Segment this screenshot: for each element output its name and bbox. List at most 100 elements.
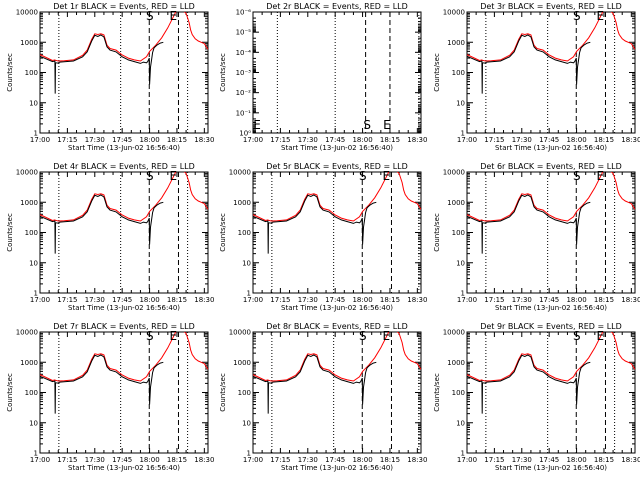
- y-tick-label: 10: [29, 419, 38, 427]
- x-tick-label: 18:15: [167, 136, 187, 144]
- plot-frame: [252, 11, 422, 134]
- x-tick-label: 17:00: [30, 296, 50, 304]
- panel-det-5r: Det 5r BLACK = Events, RED = LLD 1 10 100 10…: [219, 162, 427, 312]
- x-tick-label: 17:45: [325, 136, 345, 144]
- flare-start-marker: S: [146, 9, 154, 23]
- series-group: [40, 12, 208, 94]
- panel-det-3r: Det 3r BLACK = Events, RED = LLD 1 10 100 10…: [433, 2, 640, 152]
- x-axis-label: Start Time (13-Jun-02 16:56:40): [281, 304, 393, 312]
- y-tick-label: 10000: [16, 169, 38, 177]
- x-axis-label: Start Time (13-Jun-02 16:56:40): [68, 464, 180, 472]
- y-tick-label: 10⁻¹: [236, 109, 252, 117]
- panel-title: Det 3r BLACK = Events, RED = LLD: [480, 2, 622, 11]
- x-tick-label: 17:00: [243, 136, 263, 144]
- x-tick-label: 18:30: [194, 136, 214, 144]
- x-tick-label: 18:30: [194, 456, 214, 464]
- panel-title: Det 1r BLACK = Events, RED = LLD: [53, 2, 195, 11]
- panel-title: Det 5r BLACK = Events, RED = LLD: [266, 162, 408, 171]
- y-tick-label: 1000: [20, 39, 38, 47]
- y-tick-label: 10⁻²: [236, 89, 252, 97]
- x-tick-label: 17:00: [457, 136, 477, 144]
- y-axis-label: Counts/sec: [219, 213, 227, 252]
- x-tick-label: 18:30: [407, 296, 427, 304]
- x-tick-label: 17:45: [539, 136, 559, 144]
- y-tick-label: 100: [238, 389, 251, 397]
- x-tick-label: 18:15: [594, 456, 614, 464]
- series-line-events: [40, 194, 164, 254]
- y-tick-label: 10: [242, 419, 251, 427]
- x-tick-label: 17:45: [112, 456, 132, 464]
- plot-frame: [39, 331, 209, 454]
- y-tick-label: 1: [247, 450, 251, 458]
- series-group: [467, 332, 635, 414]
- x-tick-label: 18:00: [139, 136, 159, 144]
- plot-frame: [252, 171, 422, 294]
- plot-frame: [466, 11, 636, 134]
- x-tick-label: 18:00: [352, 456, 372, 464]
- flare-end-marker: E: [170, 329, 178, 343]
- x-axis-label: Start Time (13-Jun-02 16:56:40): [68, 144, 180, 152]
- plot-frame: [39, 171, 209, 294]
- x-tick-label: 18:00: [566, 296, 586, 304]
- flare-end-marker: E: [170, 9, 178, 23]
- flare-end-marker: E: [253, 118, 261, 132]
- y-tick-label: 100: [452, 69, 465, 77]
- x-tick-label: 17:00: [457, 296, 477, 304]
- x-axis-label: Start Time (13-Jun-02 16:56:40): [495, 304, 607, 312]
- y-tick-label: 1000: [233, 359, 251, 367]
- y-tick-label: 1000: [447, 39, 465, 47]
- y-tick-label: 1: [461, 130, 465, 138]
- x-tick-label: 17:45: [112, 136, 132, 144]
- panel-det-7r: Det 7r BLACK = Events, RED = LLD 1 10 100 10…: [6, 322, 214, 472]
- flare-start-marker: S: [359, 329, 367, 343]
- x-tick-label: 18:30: [407, 456, 427, 464]
- y-axis-label: Counts/sec: [6, 213, 14, 252]
- flare-end-marker: E: [383, 169, 391, 183]
- x-tick-label: 17:45: [325, 456, 345, 464]
- x-tick-label: 18:00: [139, 456, 159, 464]
- x-tick-label: 18:15: [594, 136, 614, 144]
- y-axis-label: Counts/sec: [6, 373, 14, 412]
- y-tick-label: 10000: [229, 169, 251, 177]
- y-tick-label: 1: [34, 290, 38, 298]
- y-axis-label: Counts/sec: [219, 373, 227, 412]
- x-tick-label: 18:15: [380, 456, 400, 464]
- flare-end-marker: E: [383, 118, 391, 132]
- series-line-lld: [467, 332, 635, 382]
- series-group: [467, 172, 635, 254]
- flare-start-marker: S: [363, 118, 371, 132]
- panel-det-4r: Det 4r BLACK = Events, RED = LLD 1 10 100 10…: [6, 162, 214, 312]
- panel-title: Det 2r BLACK = Events, RED = LLD: [266, 2, 408, 11]
- y-tick-label: 10⁻⁵: [236, 29, 252, 37]
- y-tick-label: 10: [29, 259, 38, 267]
- flare-start-marker: S: [359, 169, 367, 183]
- y-tick-label: 10⁻⁶: [236, 9, 252, 17]
- series-line-lld: [40, 172, 208, 222]
- y-axis-label: Counts/sec: [433, 213, 441, 252]
- y-tick-label: 1: [34, 450, 38, 458]
- series-line-events: [40, 354, 164, 414]
- x-tick-label: 18:00: [352, 136, 372, 144]
- series-line-lld: [467, 12, 635, 62]
- y-tick-label: 10: [456, 419, 465, 427]
- x-tick-label: 17:30: [512, 296, 532, 304]
- x-axis-label: Start Time (13-Jun-02 16:56:40): [495, 464, 607, 472]
- series-line-lld: [40, 12, 208, 62]
- y-tick-label: 100: [452, 229, 465, 237]
- x-tick-label: 17:00: [30, 456, 50, 464]
- series-group: [40, 172, 208, 254]
- y-tick-label: 10000: [443, 329, 465, 337]
- x-tick-label: 18:30: [621, 296, 640, 304]
- x-tick-label: 18:15: [167, 296, 187, 304]
- x-tick-label: 17:15: [484, 136, 504, 144]
- y-tick-label: 1: [461, 450, 465, 458]
- y-tick-label: 10000: [16, 9, 38, 17]
- reference-lines: [271, 332, 420, 453]
- series-line-lld: [467, 172, 635, 222]
- x-tick-label: 17:30: [512, 136, 532, 144]
- y-tick-label: 10000: [443, 169, 465, 177]
- plot-frame: [39, 11, 209, 134]
- x-tick-label: 17:15: [270, 456, 290, 464]
- x-tick-label: 17:15: [57, 296, 77, 304]
- y-tick-label: 1: [34, 130, 38, 138]
